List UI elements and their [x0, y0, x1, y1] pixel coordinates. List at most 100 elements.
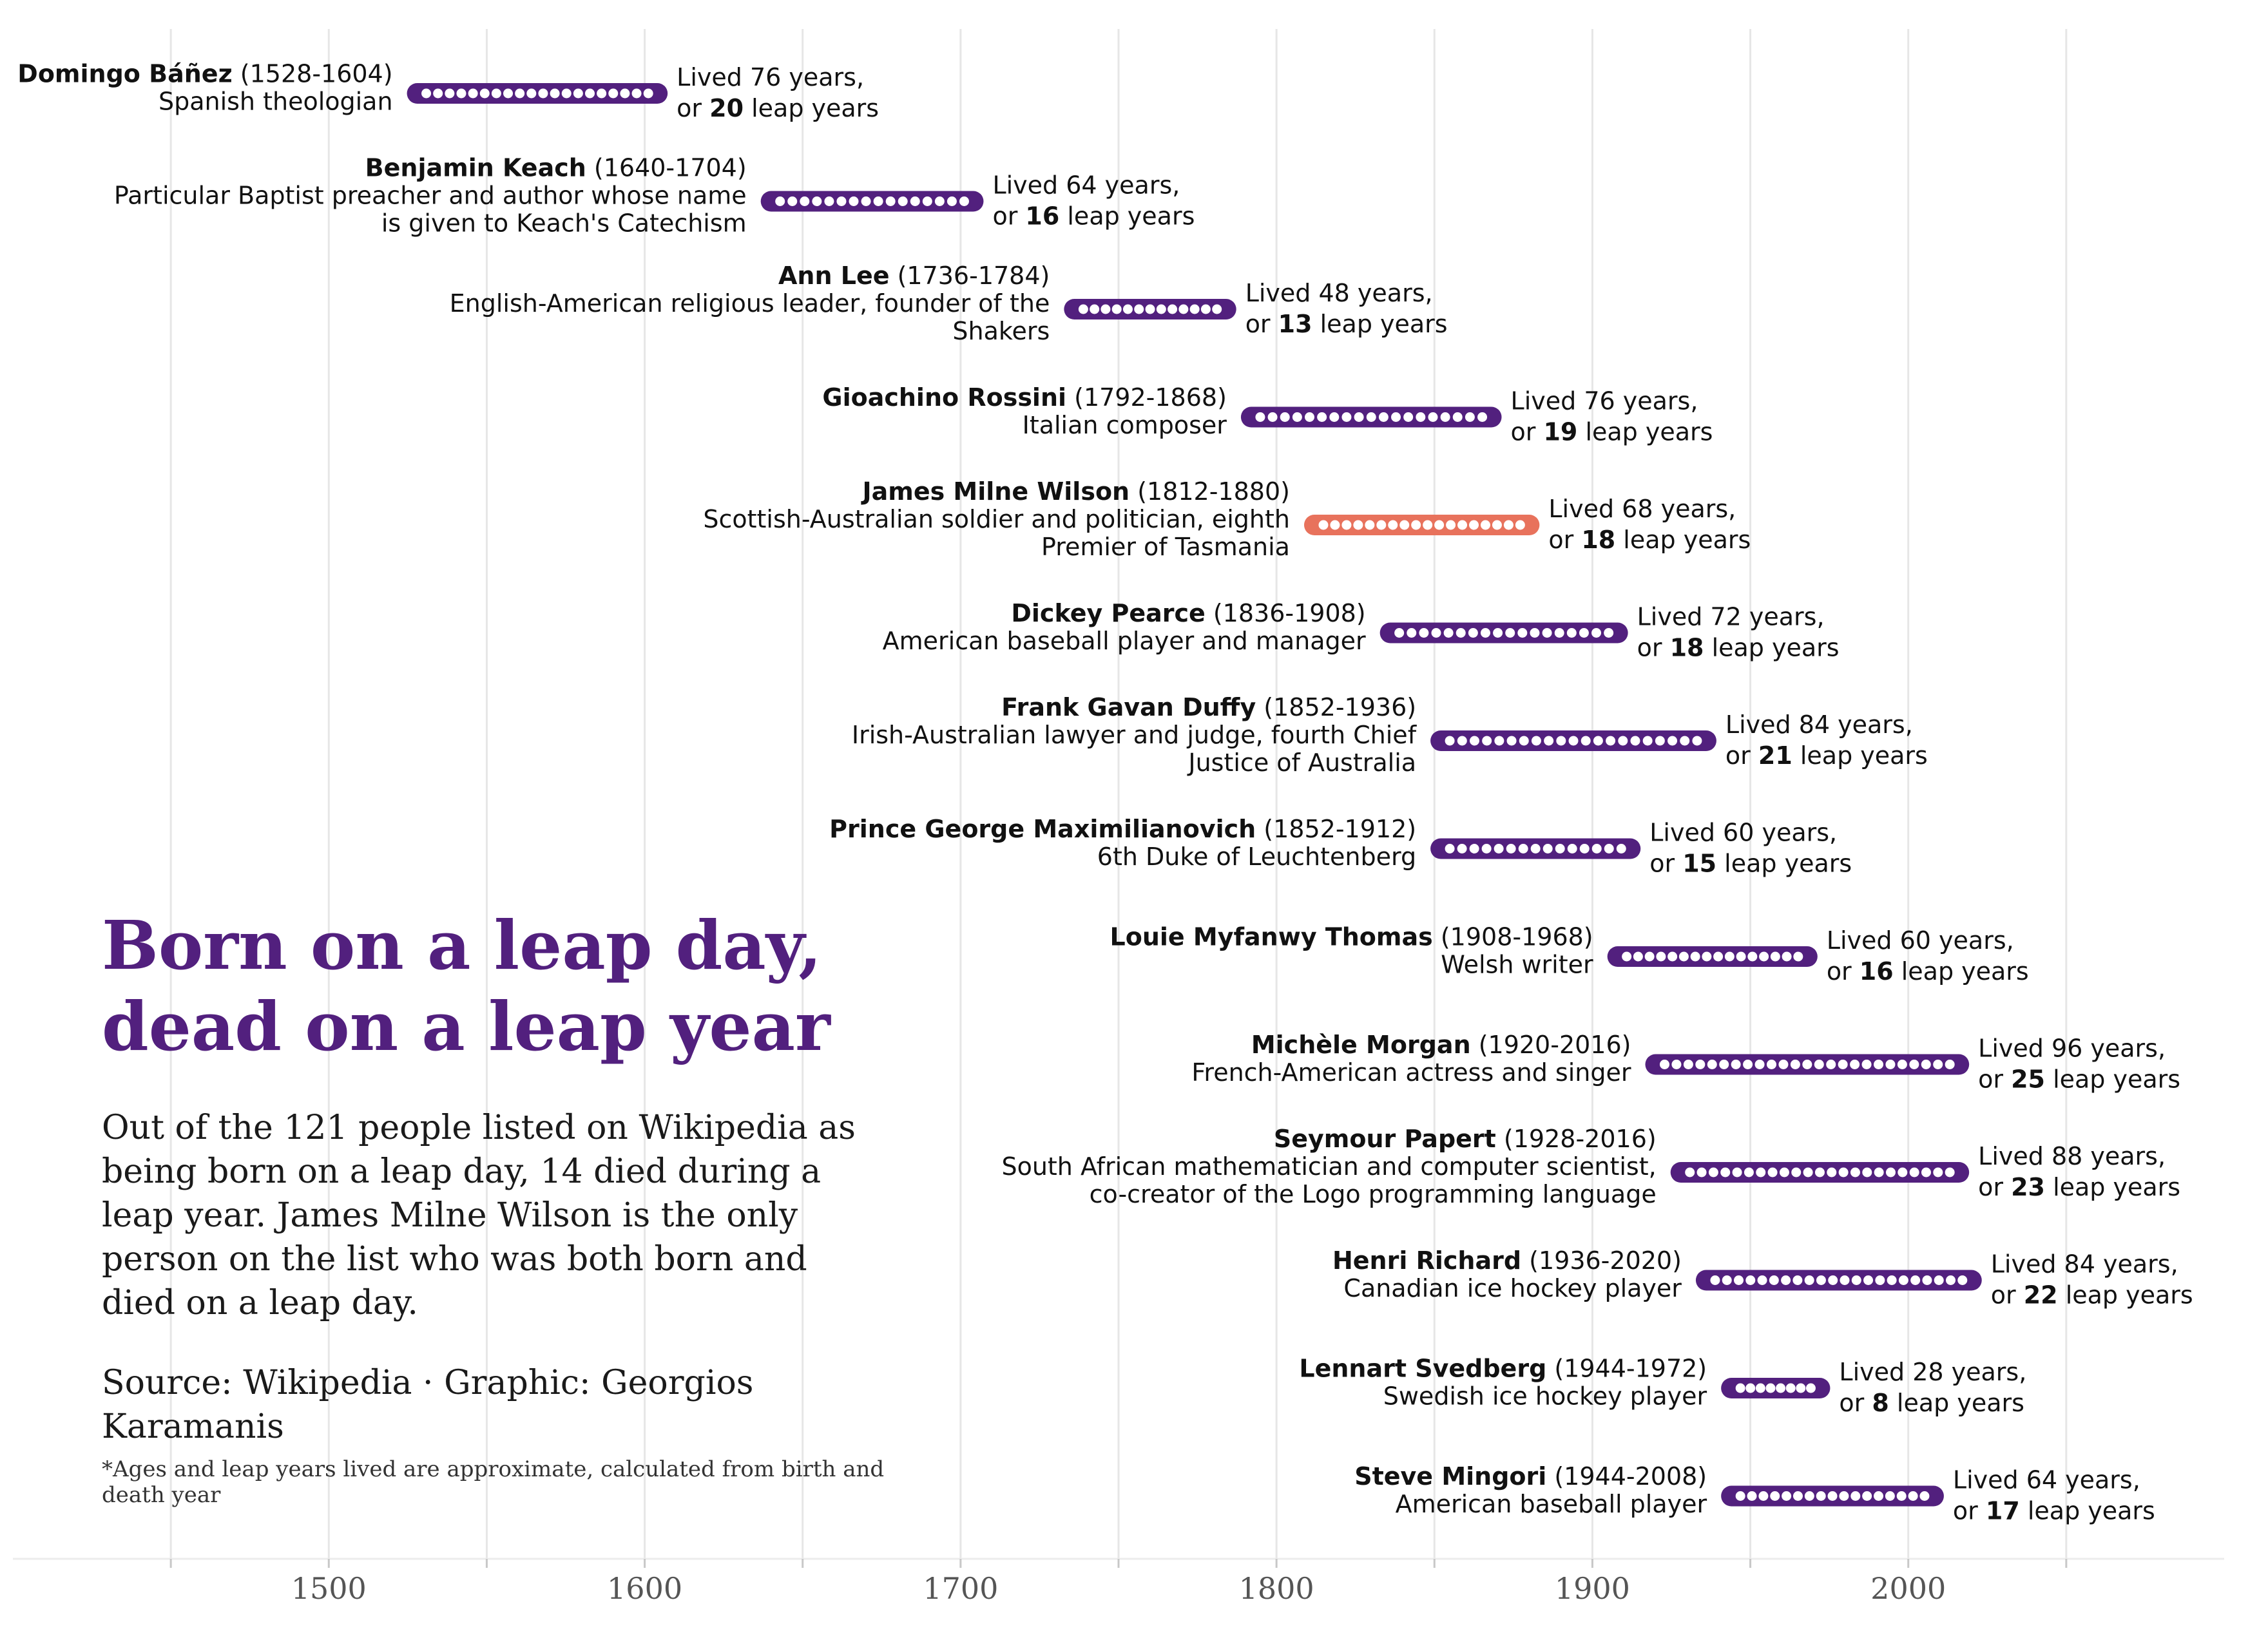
leap-year-dot — [1851, 1275, 1861, 1285]
lived-years-label: Lived 72 years, — [1637, 603, 1825, 631]
leap-years-prefix: or — [1245, 310, 1278, 338]
person-years: (1920-2016) — [1471, 1031, 1631, 1059]
leap-years-prefix: or — [1649, 850, 1682, 878]
leap-year-dot — [1428, 412, 1438, 422]
person-description: Canadian ice hockey player — [1343, 1274, 1682, 1302]
leap-year-dot — [1376, 520, 1387, 530]
leap-year-dot — [1554, 628, 1564, 638]
leap-year-dot — [1885, 1491, 1895, 1501]
leap-year-dot — [1933, 1167, 1943, 1177]
person-years: (1528-1604) — [233, 60, 393, 88]
leap-year-dot — [1766, 1060, 1776, 1069]
leap-year-dot — [1469, 736, 1479, 746]
leap-year-dot — [1776, 1383, 1786, 1393]
leap-year-dot — [1747, 1491, 1757, 1501]
leap-year-dot — [1280, 412, 1290, 422]
leap-year-dot — [824, 196, 834, 206]
leap-year-dot — [1885, 1167, 1896, 1177]
leap-year-dot — [922, 196, 932, 206]
person-description: Particular Baptist preacher and author w… — [114, 182, 747, 210]
leap-year-dot — [1579, 628, 1589, 638]
leap-year-dot — [1724, 951, 1735, 962]
leap-years-suffix: leap years — [1889, 1389, 2024, 1417]
leap-year-dot — [1506, 736, 1517, 746]
leap-year-dot — [1423, 520, 1433, 530]
leap-years-suffix: leap years — [1615, 526, 1751, 554]
leap-year-dot — [1863, 1275, 1874, 1285]
leap-year-dot — [959, 196, 969, 206]
timeline-row: Seymour Papert (1928-2016)South African … — [1001, 1125, 2180, 1208]
leap-year-dot — [1481, 844, 1492, 853]
leap-years-value: 19 — [1543, 418, 1577, 446]
person-label: Steve Mingori (1944-2008) — [1354, 1462, 1707, 1491]
leap-year-dot — [1622, 951, 1632, 962]
person-years: (1852-1912) — [1256, 815, 1416, 843]
person-description: Irish-Australian lawyer and judge, fourt… — [852, 721, 1418, 749]
leap-year-dot — [1910, 1275, 1921, 1285]
leap-year-dot — [1630, 736, 1640, 746]
leap-year-dot — [1862, 1167, 1872, 1177]
person-name: Louie Myfanwy Thomas — [1110, 923, 1433, 951]
leap-year-dot — [1850, 1167, 1860, 1177]
leap-year-dot — [1440, 412, 1450, 422]
leap-year-dot — [1922, 1275, 1932, 1285]
leap-year-dot — [1519, 736, 1529, 746]
leap-year-dot — [550, 88, 560, 99]
x-axis-tick-label: 2000 — [1870, 1571, 1946, 1606]
person-label: Seymour Papert (1928-2016) — [1274, 1125, 1657, 1153]
leap-year-dot — [1494, 844, 1504, 853]
leap-year-dot — [1178, 304, 1189, 314]
leap-year-dot — [1255, 412, 1265, 422]
person-label: Michèle Morgan (1920-2016) — [1251, 1031, 1631, 1059]
leap-year-dot — [1329, 412, 1340, 422]
lived-years-label: Lived 64 years, — [1953, 1466, 2140, 1494]
leap-year-dot — [1445, 844, 1455, 853]
person-description: South African mathematician and computer… — [1001, 1152, 1656, 1181]
leap-year-dot — [1702, 951, 1712, 962]
leap-year-dot — [1391, 412, 1401, 422]
leap-year-dot — [456, 88, 466, 99]
person-years: (1812-1880) — [1129, 477, 1290, 506]
leap-years-prefix: or — [1839, 1389, 1872, 1417]
leap-year-dot — [1515, 520, 1525, 530]
leap-year-dot — [1744, 1167, 1754, 1177]
person-name: James Milne Wilson — [860, 477, 1129, 506]
leap-year-dot — [1908, 1491, 1918, 1501]
leap-year-dot — [1555, 844, 1565, 853]
person-description: American baseball player and manager — [883, 627, 1366, 655]
person-years: (1908-1968) — [1433, 923, 1593, 951]
leap-years-prefix: or — [1637, 634, 1670, 662]
leap-year-dot — [1168, 304, 1178, 314]
leap-year-dot — [515, 88, 525, 99]
leap-year-dot — [1690, 951, 1700, 962]
leap-years-label: or 18 leap years — [1637, 634, 1840, 662]
lived-years-label: Lived 84 years, — [1991, 1250, 2178, 1279]
leap-year-dot — [1492, 520, 1502, 530]
leap-year-dot — [1403, 412, 1414, 422]
leap-year-dot — [1850, 1491, 1861, 1501]
leap-years-value: 22 — [2024, 1281, 2058, 1310]
person-label: Ann Lee (1736-1784) — [778, 262, 1050, 290]
leap-year-dot — [1779, 1167, 1789, 1177]
leap-year-dot — [812, 196, 822, 206]
leap-year-dot — [1354, 412, 1364, 422]
leap-years-label: or 25 leap years — [1978, 1065, 2180, 1094]
leap-year-dot — [1480, 520, 1490, 530]
leap-year-dot — [1814, 1167, 1825, 1177]
leap-years-suffix: leap years — [744, 94, 879, 122]
leap-year-dot — [1667, 951, 1678, 962]
leap-years-value: 16 — [1860, 957, 1894, 986]
leap-year-dot — [538, 88, 548, 99]
leap-year-dot — [1909, 1167, 1919, 1177]
leap-year-dot — [1731, 1060, 1741, 1069]
leap-years-suffix: leap years — [1894, 957, 2029, 986]
leap-year-dot — [1542, 628, 1552, 638]
leap-year-dot — [873, 196, 883, 206]
leap-year-dot — [1468, 628, 1478, 638]
leap-years-value: 13 — [1278, 310, 1312, 338]
leap-year-dot — [836, 196, 847, 206]
leap-year-dot — [1897, 1060, 1907, 1069]
leap-year-dot — [1659, 1060, 1669, 1069]
person-name: Frank Gavan Duffy — [1001, 693, 1256, 721]
leap-year-dot — [1318, 520, 1329, 530]
